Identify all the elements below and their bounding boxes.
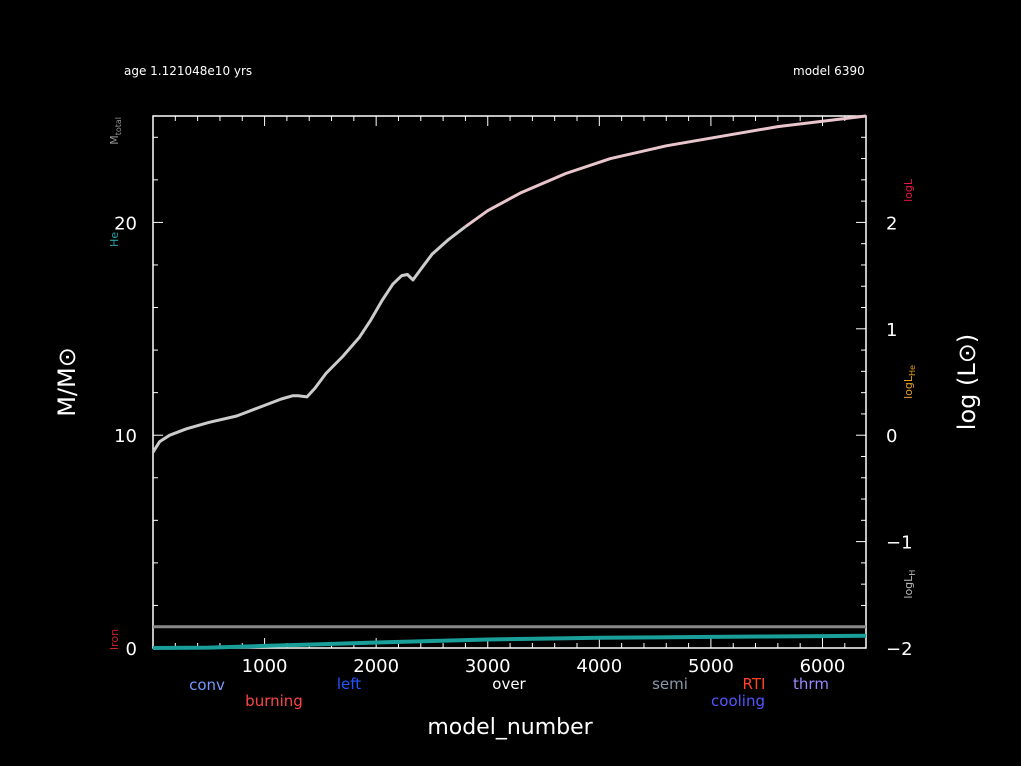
left-axis-label-1: Mtotal	[108, 117, 123, 145]
legend-item-burning: burning	[245, 692, 303, 710]
y-right-tick-label: −2	[886, 639, 913, 660]
legend-item-semi: semi	[652, 675, 688, 693]
y-right-tick-label: 1	[886, 320, 897, 341]
x-tick-label: 1000	[242, 656, 288, 677]
plot-frame	[152, 115, 867, 649]
series-line-3	[152, 633, 867, 650]
right-axis-label-3: logLH	[902, 570, 917, 599]
legend-item-cooling: cooling	[711, 692, 765, 710]
y-left-tick-label: 0	[126, 639, 137, 660]
legend-item-left: left	[337, 675, 361, 693]
series-line-1	[151, 225, 467, 454]
axis-ticks	[153, 116, 866, 648]
x-tick-label: 3000	[465, 656, 511, 677]
legend-item-RTI: RTI	[743, 675, 766, 693]
x-tick-label: 2000	[353, 656, 399, 677]
y-right-tick-label: 0	[886, 426, 897, 447]
x-tick-label: 6000	[800, 656, 846, 677]
series-line-2	[464, 114, 867, 228]
y-right-tick-label: −1	[886, 533, 913, 554]
legend-item-conv: conv	[189, 676, 225, 694]
y-axis-title-right: log (L⊙)	[953, 334, 981, 430]
right-axis-label-1: logL	[902, 178, 915, 202]
age-label: age 1.121048e10 yrs	[124, 64, 252, 78]
x-tick-label: 5000	[688, 656, 734, 677]
axis-tick-labels: 1000 2000 3000 4000 5000 6000 0 10 20 −2 −1 0 1 2	[114, 213, 912, 677]
left-axis-label-2: He	[108, 232, 121, 247]
series-lines	[151, 114, 867, 650]
model-label: model 6390	[793, 64, 865, 78]
y-axis-title-left: M/M⊙	[53, 347, 81, 417]
x-tick-label: 4000	[576, 656, 622, 677]
right-axis-label-2: logLHe	[902, 365, 917, 399]
y-left-tick-label: 20	[114, 213, 137, 234]
y-right-tick-label: 2	[886, 213, 897, 234]
legend-item-thrm: thrm	[793, 675, 829, 693]
y-left-tick-label: 10	[114, 426, 137, 447]
x-axis-title: model_number	[427, 715, 593, 740]
legend-item-over: over	[492, 675, 526, 693]
left-axis-label-3: Iron	[108, 629, 121, 650]
